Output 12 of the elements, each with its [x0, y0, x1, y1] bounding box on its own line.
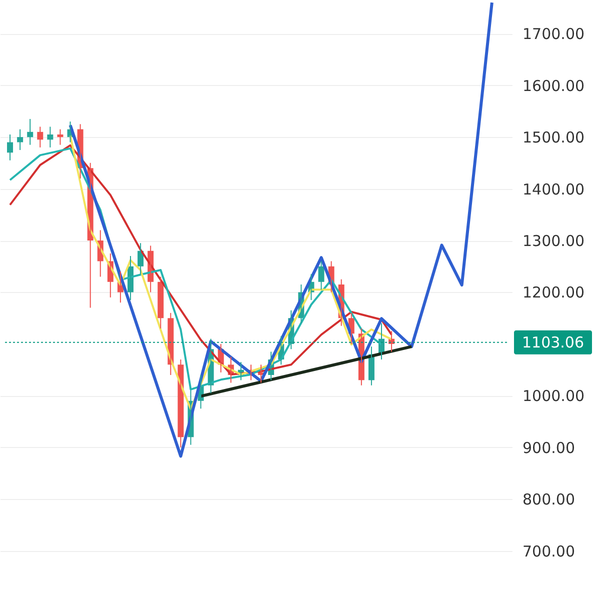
y-tick-label: 1300.00: [522, 232, 585, 250]
y-tick-label: 800.00: [522, 490, 575, 509]
y-tick-label: 1500.00: [522, 128, 585, 147]
y-tick-label: 1700.00: [522, 25, 585, 44]
y-tick-label: 1200.00: [522, 284, 585, 302]
ref-line-label: 1103.06: [522, 333, 584, 352]
line-series: [68, 1, 494, 458]
y-tick-label: 900.00: [522, 438, 575, 457]
y-tick-label: 1600.00: [522, 76, 585, 95]
y-tick-label: 700.00: [522, 542, 575, 560]
y-tick-label: 1000.00: [522, 387, 585, 406]
y-tick-label: 1400.00: [522, 180, 585, 198]
